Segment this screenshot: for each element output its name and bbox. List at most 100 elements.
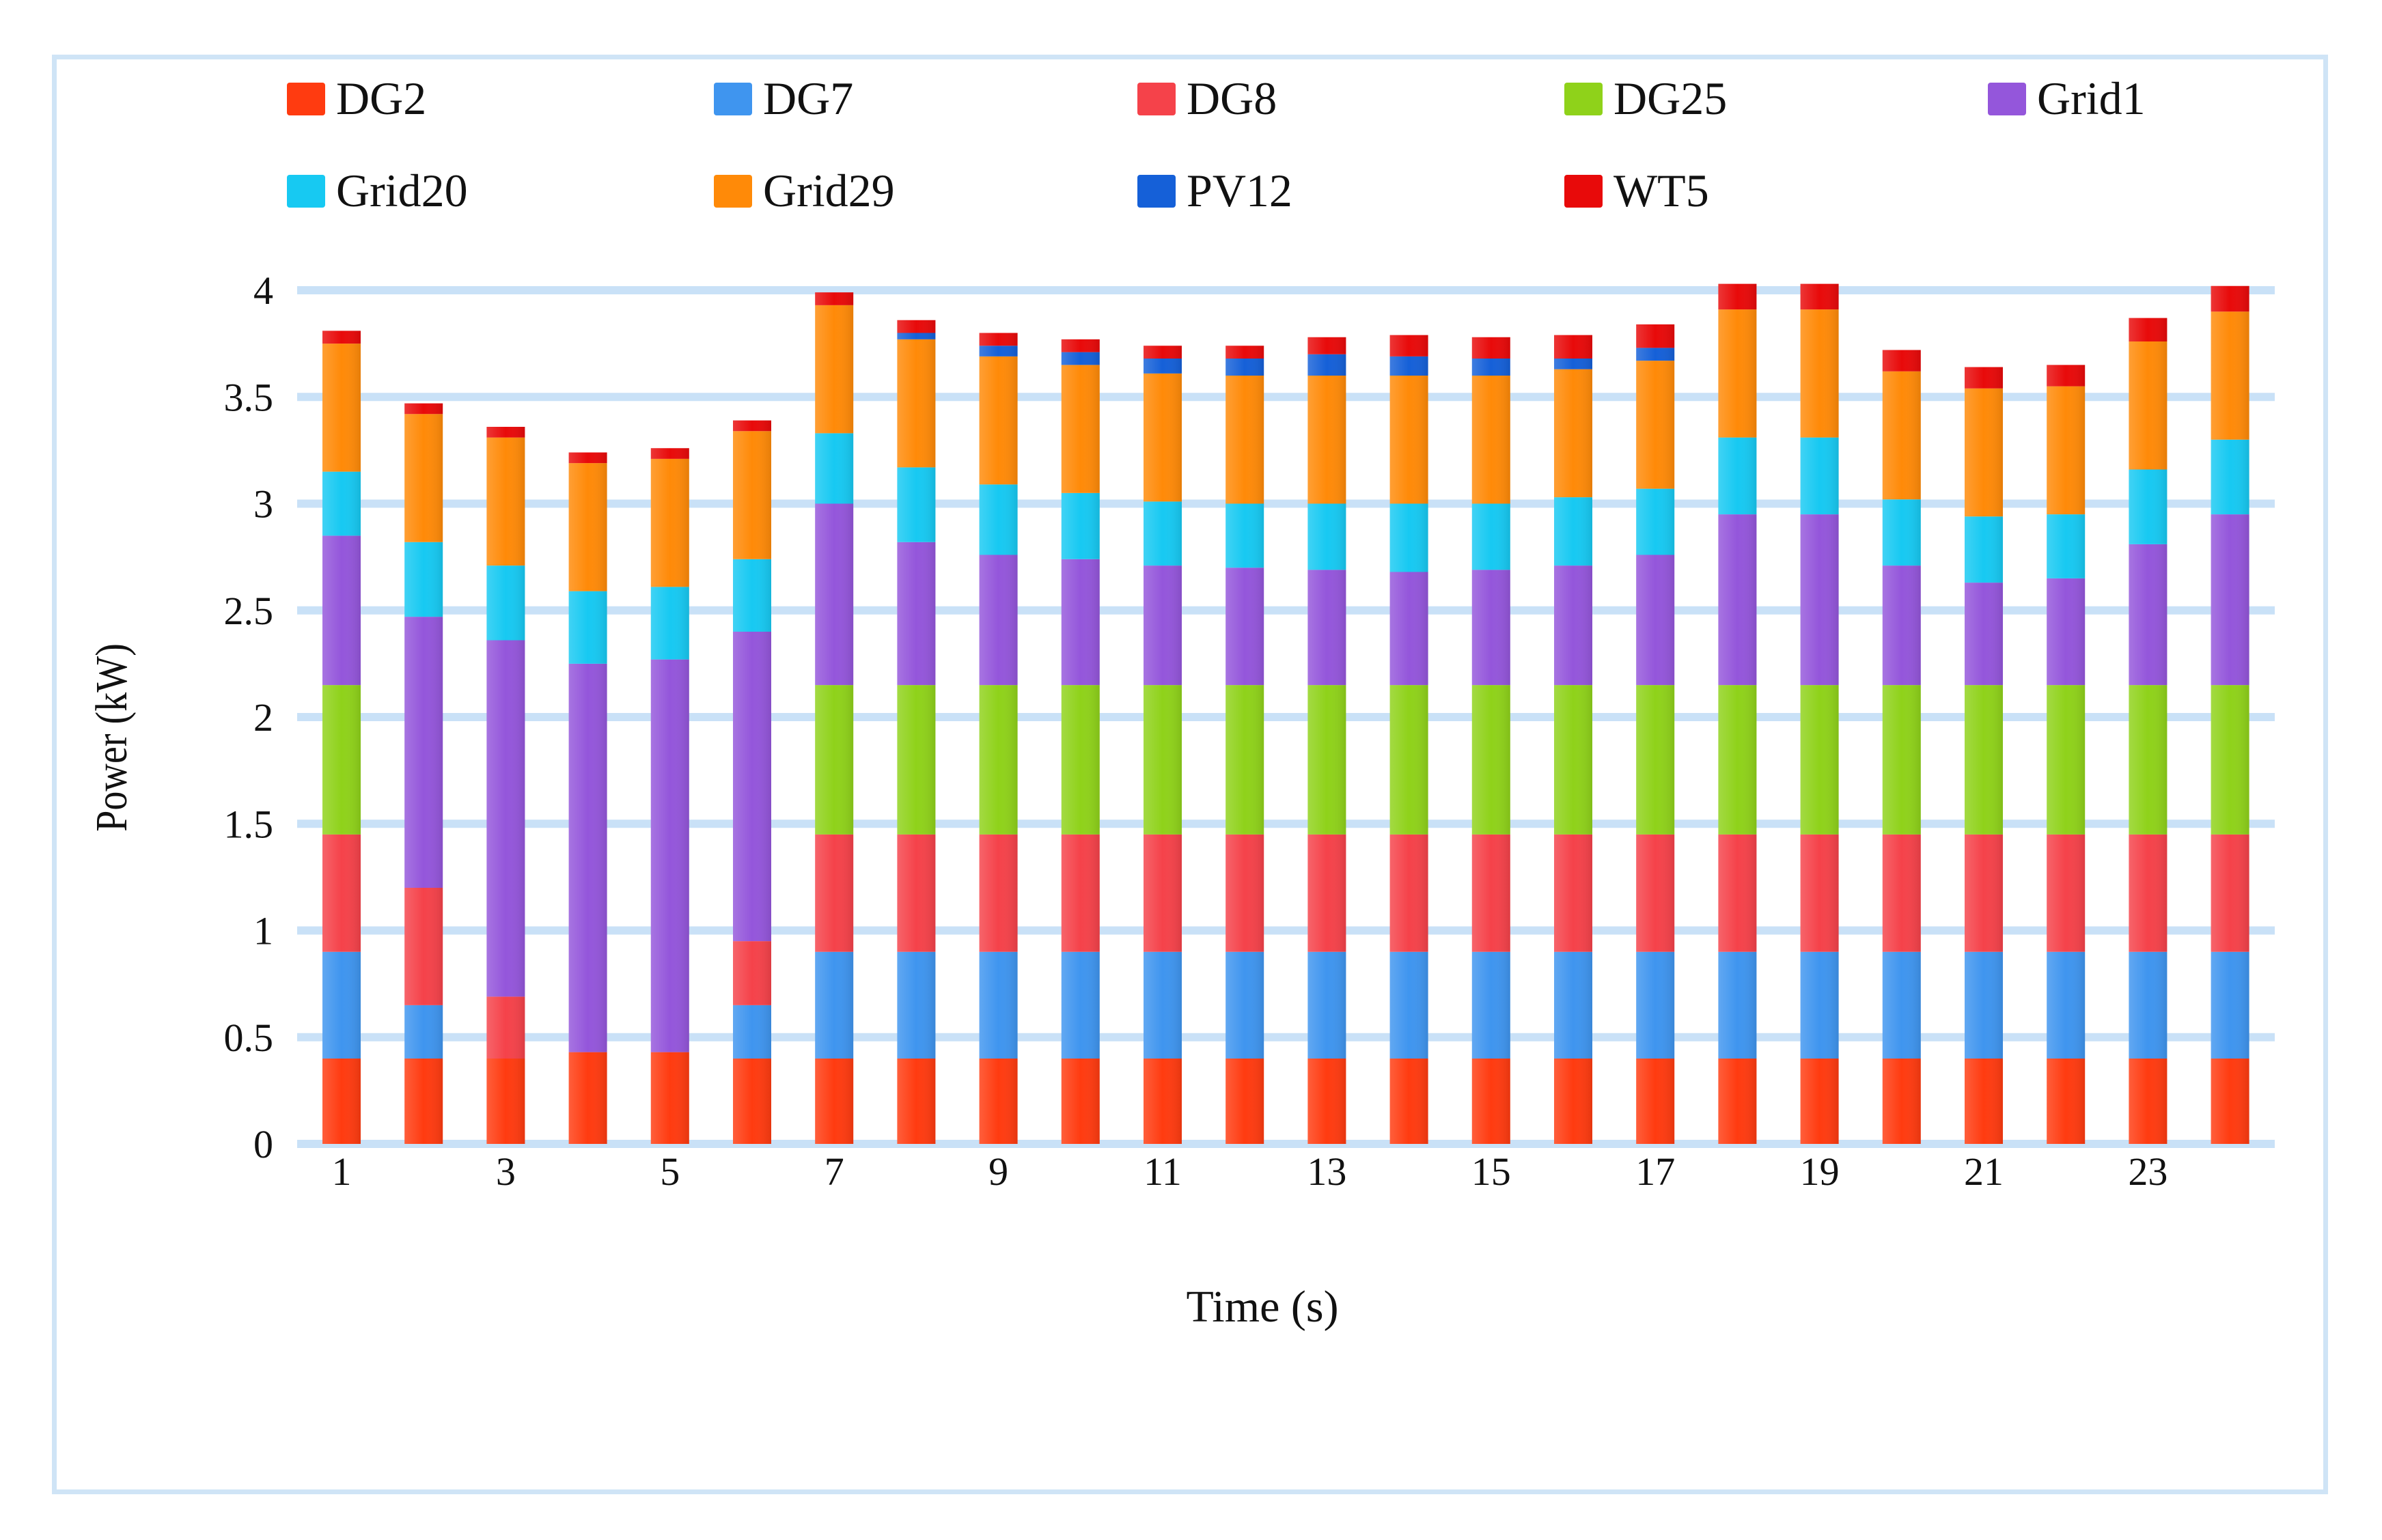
bar-shade — [1225, 568, 1264, 686]
bar-shade — [1718, 283, 1757, 310]
y-tick-label: 4 — [253, 268, 273, 313]
bar-shade — [1800, 1059, 1839, 1144]
bar-shade — [1554, 497, 1592, 566]
bar-shade — [1636, 324, 1675, 348]
bar-shade — [1718, 685, 1757, 835]
bar-shade — [733, 941, 771, 1005]
bar-shade — [322, 1059, 361, 1144]
bar-shade — [1882, 1059, 1921, 1144]
bar-shade — [486, 437, 525, 566]
bar-shade — [979, 834, 1018, 952]
bar-shade — [1800, 309, 1839, 438]
bar-shade — [897, 542, 936, 686]
bar-shade — [1389, 335, 1428, 356]
bar-shade — [1225, 685, 1264, 835]
bar-shade — [1882, 499, 1921, 566]
bar-shade — [2047, 834, 2086, 952]
bar-shade — [897, 834, 936, 952]
bar-shade — [1800, 834, 1839, 952]
legend-item-grid1: Grid1 — [1988, 72, 2146, 126]
bar-shade — [1307, 376, 1346, 504]
bar-shade — [1061, 685, 1100, 835]
x-tick-label: 19 — [1800, 1149, 1840, 1194]
bar-shade — [1307, 685, 1346, 835]
bar-shade — [1636, 348, 1675, 361]
bar-shade — [1061, 339, 1100, 352]
bar-shade — [1307, 951, 1346, 1059]
bar-shade — [322, 535, 361, 686]
bar-shade — [1389, 685, 1428, 835]
bar-shade — [1636, 1059, 1675, 1144]
legend-label-dg7: DG7 — [763, 72, 854, 124]
bar-shade — [1061, 1059, 1100, 1144]
bar-shade — [486, 427, 525, 438]
bar-shade — [1307, 1059, 1346, 1144]
bar-shade — [1389, 376, 1428, 504]
bar-shade — [1882, 371, 1921, 500]
bar-shade — [1718, 437, 1757, 515]
bar-shade — [1554, 1059, 1592, 1144]
legend-swatch-grid1 — [1988, 82, 2026, 115]
bar-shade — [650, 448, 689, 459]
bar-shade — [1144, 501, 1182, 566]
x-tick-label: 23 — [2128, 1149, 2168, 1194]
bar-shade — [1389, 356, 1428, 376]
bar-shade — [979, 346, 1018, 356]
bar-shade — [1144, 359, 1182, 374]
bar-shade — [1061, 492, 1100, 559]
bar-shade — [2211, 951, 2249, 1059]
bar-shade — [733, 1005, 771, 1059]
bar-shade — [1882, 565, 1921, 686]
bar-shade — [815, 292, 854, 305]
bar-shade — [322, 331, 361, 344]
bar-shade — [2129, 318, 2168, 341]
bar-shade — [1800, 283, 1839, 310]
legend-label-grid29: Grid29 — [763, 165, 895, 216]
legend-swatch-dg8 — [1137, 82, 1176, 115]
bar-shade — [1471, 570, 1510, 686]
bar-shade — [733, 559, 771, 632]
bar-shade — [1965, 951, 2003, 1059]
bar-shade — [1225, 346, 1264, 359]
bar-shade — [2047, 365, 2086, 387]
bar-shade — [2047, 1059, 2086, 1144]
legend-swatch-pv12 — [1137, 174, 1176, 208]
bar-shade — [404, 542, 443, 617]
legend-item-pv12: PV12 — [1137, 164, 1292, 218]
bar-shade — [2129, 951, 2168, 1059]
bar-shade — [568, 1052, 607, 1144]
legend: DG2 DG7 DG8 DG25 Grid1 Grid20 Grid29 PV1… — [0, 0, 2382, 225]
bar-shade — [1225, 1059, 1264, 1144]
bar-shade — [1718, 309, 1757, 438]
bar-shade — [1636, 488, 1675, 555]
bar-shade — [897, 685, 936, 835]
bar-shade — [1307, 834, 1346, 952]
bar-shade — [1554, 834, 1592, 952]
bar-shade — [1718, 951, 1757, 1059]
bar-shade — [1144, 834, 1182, 952]
y-tick-labels: 0 0.5 1 1.5 2 2.5 3 3.5 4 — [224, 268, 274, 1166]
x-tick-label: 3 — [496, 1149, 516, 1194]
bar-shade — [486, 1059, 525, 1144]
bar-shade — [1636, 555, 1675, 686]
bar-shade — [1225, 503, 1264, 568]
bar-shade — [1307, 503, 1346, 570]
bar-shade — [1225, 834, 1264, 952]
legend-item-dg8: DG8 — [1137, 72, 1277, 126]
legend-swatch-dg7 — [714, 82, 752, 115]
bar-shade — [568, 591, 607, 664]
bar-shade — [897, 951, 936, 1059]
bar-shade — [322, 685, 361, 835]
bar-shade — [1965, 583, 2003, 686]
legend-label-pv12: PV12 — [1187, 165, 1292, 216]
x-tick-label: 15 — [1471, 1149, 1511, 1194]
bar-shade — [1389, 834, 1428, 952]
bar-shade — [2047, 685, 2086, 835]
bar-shade — [979, 333, 1018, 346]
legend-label-wt5: WT5 — [1614, 165, 1709, 216]
bar-shade — [1718, 1059, 1757, 1144]
bar-shade — [2129, 1059, 2168, 1144]
bar-shade — [1965, 685, 2003, 835]
y-tick-label: 1.5 — [224, 802, 274, 846]
bar-shade — [1061, 834, 1100, 952]
